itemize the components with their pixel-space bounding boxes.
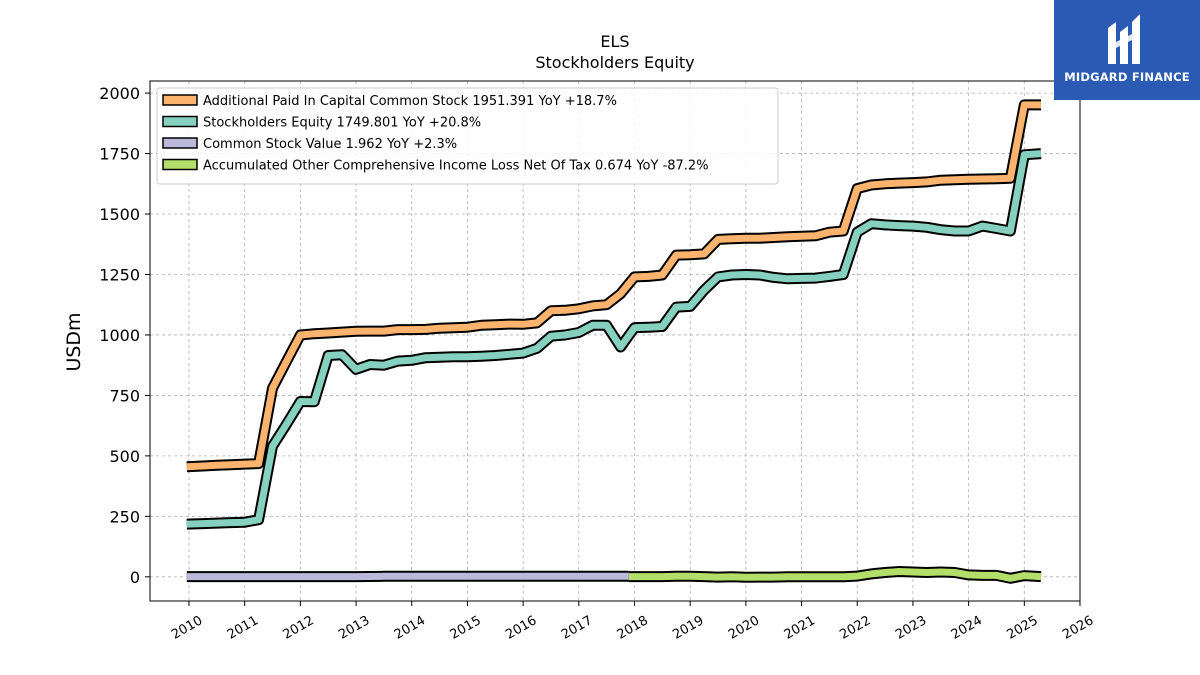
- legend-entry: Common Stock Value 1.962 YoY +2.3%: [203, 137, 457, 152]
- brand-name: MIDGARD FINANCE: [1064, 70, 1190, 84]
- brand-badge: MIDGARD FINANCE: [1054, 0, 1200, 100]
- x-tick-label: 2016: [503, 613, 539, 643]
- series-line-additional-paid-in-capital-common-stock: [186, 101, 1041, 471]
- y-tick-label: 0: [130, 568, 140, 587]
- y-tick-label: 250: [109, 507, 140, 526]
- legend-swatch: [162, 115, 198, 128]
- plot-frame: [149, 80, 1081, 602]
- series-lines: [186, 99, 1042, 584]
- legend: Additional Paid In Capital Common Stock …: [156, 87, 779, 185]
- x-tick-label: 2025: [1004, 613, 1040, 643]
- x-axis-ticks: 2010 2011 2012 2013 2014 2015 2016 2017 2018 2019…: [169, 601, 1096, 643]
- series-line-accumulated-other-comprehensive-income-loss-net-of-tax: [628, 568, 1042, 582]
- x-tick-label: 2010: [169, 613, 205, 643]
- legend-entry: Additional Paid In Capital Common Stock …: [203, 94, 617, 109]
- x-tick-label: 2019: [670, 613, 706, 643]
- y-tick-label: 1750: [99, 145, 140, 164]
- legend-swatch: [162, 158, 198, 171]
- y-tick-label: 750: [109, 386, 140, 405]
- x-tick-label: 2017: [559, 613, 595, 643]
- x-tick-label: 2013: [336, 613, 372, 643]
- x-tick-label: 2021: [782, 613, 818, 643]
- midgard-m-logo-icon: [1108, 14, 1140, 64]
- x-tick-label: 2023: [893, 613, 929, 643]
- legend-entry: Stockholders Equity 1749.801 YoY +20.8%: [203, 116, 481, 131]
- x-tick-label: 2015: [448, 613, 484, 643]
- y-tick-label: 1500: [99, 205, 140, 224]
- chart-subtitle: Stockholders Equity: [535, 53, 694, 72]
- legend-box: [156, 87, 779, 185]
- x-tick-label: 2018: [615, 613, 651, 643]
- x-tick-label: 2026: [1060, 613, 1096, 643]
- series-line-stockholders-equity: [186, 150, 1042, 528]
- x-tick-label: 2022: [837, 613, 873, 643]
- x-tick-label: 2012: [281, 613, 317, 643]
- legend-swatch: [162, 94, 198, 106]
- y-tick-label: 1000: [99, 326, 140, 345]
- y-tick-label: 1250: [99, 265, 140, 284]
- x-tick-label: 2024: [949, 613, 985, 643]
- x-tick-label: 2014: [392, 613, 428, 643]
- y-tick-label: 2000: [99, 84, 140, 103]
- x-tick-label: 2020: [726, 613, 762, 643]
- y-axis-label: USDm: [63, 312, 85, 371]
- legend-entry: Accumulated Other Comprehensive Income L…: [203, 159, 709, 174]
- y-tick-label: 500: [109, 447, 140, 466]
- legend-swatch: [162, 137, 198, 149]
- x-tick-label: 2011: [225, 613, 261, 643]
- chart-title: ELS: [600, 32, 629, 51]
- y-axis-ticks: 0 250 500 750 1000 1250 1500 1750 2000: [99, 84, 150, 587]
